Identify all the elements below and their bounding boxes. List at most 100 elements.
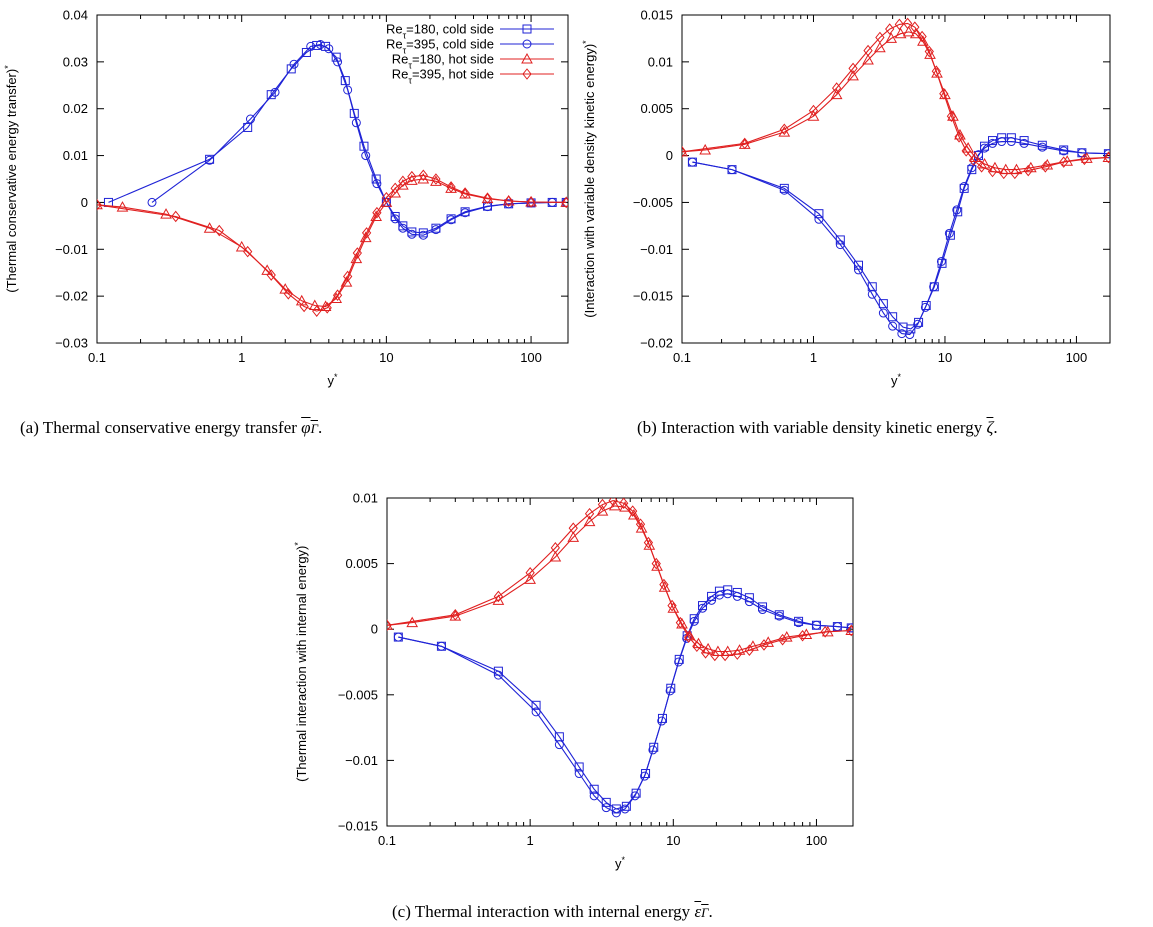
data-point — [381, 191, 392, 204]
data-point — [727, 165, 737, 175]
data-point — [628, 505, 638, 517]
data-point — [867, 289, 877, 299]
data-point — [431, 225, 441, 235]
data-point — [854, 265, 864, 275]
data-point — [878, 299, 888, 309]
x-tick-label: 10 — [666, 833, 680, 848]
plot-frame — [96, 14, 569, 344]
data-point — [759, 639, 769, 651]
data-point — [800, 628, 813, 639]
data-point — [698, 601, 708, 611]
data-point — [1037, 142, 1047, 152]
x-axis: 0.1 1 10 100 — [378, 498, 827, 848]
x-tick-label: 0.1 — [88, 350, 106, 365]
data-point — [343, 85, 353, 95]
series-3 — [682, 25, 1110, 175]
data-point — [608, 498, 618, 507]
y-tick-label: −0.01 — [345, 753, 378, 768]
data-point — [961, 145, 971, 157]
data-point — [524, 573, 537, 584]
data-point — [567, 531, 580, 542]
data-point — [417, 172, 430, 184]
data-point — [561, 196, 568, 209]
legend-item: Reτ=180, cold side — [386, 22, 554, 41]
y-tick-label: 0.015 — [640, 8, 673, 23]
data-point — [460, 187, 470, 199]
data-point — [959, 181, 969, 191]
data-point — [902, 17, 913, 30]
series-2 — [147, 40, 568, 240]
data-point — [657, 716, 667, 726]
data-point — [674, 657, 684, 667]
data-point — [931, 65, 941, 78]
data-point — [352, 247, 362, 259]
x-tick-label: 100 — [1066, 350, 1088, 365]
data-point — [835, 240, 845, 250]
data-point — [243, 245, 253, 258]
data-point — [1023, 164, 1033, 177]
data-point — [283, 287, 293, 300]
x-tick-label: 0.1 — [673, 350, 691, 365]
data-point — [976, 161, 987, 173]
data-point — [774, 611, 784, 621]
data-point — [601, 797, 611, 807]
data-point — [723, 589, 733, 599]
data-point — [619, 498, 629, 510]
data-point — [944, 228, 954, 238]
data-point — [832, 622, 842, 632]
data-point — [493, 670, 503, 680]
data-point — [689, 614, 699, 624]
y-tick-label: 0.01 — [648, 54, 673, 69]
data-point — [574, 769, 584, 779]
data-point — [676, 617, 688, 629]
data-point — [807, 110, 820, 121]
data-point — [830, 88, 843, 100]
data-point — [340, 276, 353, 287]
data-point — [987, 165, 998, 178]
y-tick-label: −0.005 — [338, 687, 378, 702]
y-tick-label: 0 — [81, 195, 88, 210]
data-point — [643, 536, 654, 549]
data-point — [446, 181, 456, 193]
data-point — [814, 209, 824, 219]
x-axis-label: y* — [615, 855, 626, 871]
data-point — [913, 319, 923, 329]
data-point — [675, 616, 685, 629]
chart-panel-c: 0.1 1 10 100 0.01 0.005 0 −0.005 −0.01 −0.015 y* (T… — [290, 483, 870, 883]
data-point — [1006, 137, 1016, 147]
chart-b: 0.1 1 10 100 0.015 0.01 0.005 0 −0.005 −0.01 −0.01… — [581, 8, 1111, 388]
series-line — [387, 505, 852, 653]
data-point — [659, 578, 669, 591]
series-line — [97, 178, 567, 308]
y-tick-label: −0.01 — [55, 242, 88, 257]
data-point — [589, 791, 599, 801]
x-axis: 0.1 1 10 100 — [673, 15, 1087, 365]
data-point — [909, 27, 922, 39]
data-point — [831, 82, 842, 94]
data-point — [266, 269, 276, 281]
data-point — [1010, 167, 1020, 180]
data-point — [888, 312, 898, 322]
data-point — [460, 208, 470, 218]
data-point — [322, 302, 332, 314]
x-tick-label: 100 — [806, 833, 828, 848]
data-point — [929, 282, 939, 292]
caption-a: (a) Thermal conservative energy transfer… — [20, 418, 323, 437]
data-point — [372, 179, 382, 189]
data-point — [758, 605, 768, 615]
caption-b: (b) Interaction with variable density ki… — [637, 418, 998, 437]
plot-frame — [386, 497, 854, 827]
data-point — [620, 804, 630, 814]
data-point — [878, 308, 888, 318]
data-point — [431, 173, 441, 185]
data-point — [406, 174, 418, 185]
series-4 — [387, 498, 853, 662]
y-tick-label: 0.03 — [63, 54, 88, 69]
data-point — [905, 330, 915, 340]
data-point — [324, 44, 334, 54]
data-point — [330, 292, 343, 303]
data-point — [398, 221, 408, 231]
data-point — [97, 198, 103, 210]
data-point — [1059, 146, 1069, 156]
data-point — [343, 270, 353, 283]
